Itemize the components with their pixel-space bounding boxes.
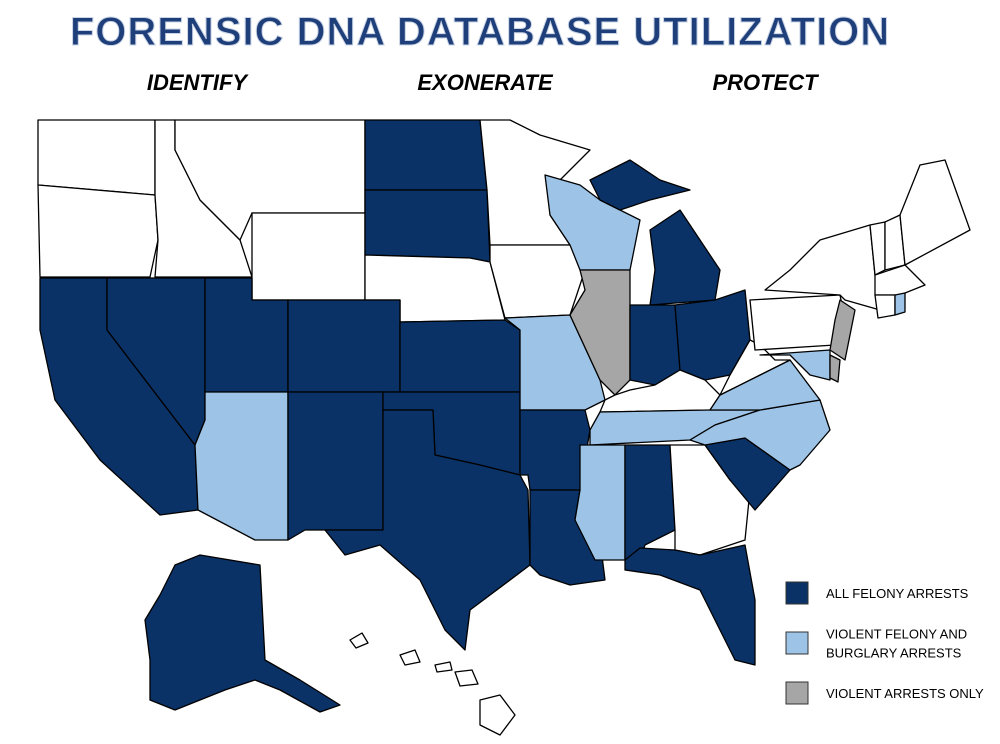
state xyxy=(489,244,586,319)
island xyxy=(479,694,516,736)
state xyxy=(251,212,366,301)
legend: ALL FELONY ARRESTS VIOLENT FELONY AND BURG… xyxy=(785,581,984,705)
state xyxy=(37,119,156,196)
state xyxy=(194,391,289,541)
state xyxy=(829,299,856,361)
state xyxy=(324,409,531,651)
legend-label: BURGLARY ARRESTS xyxy=(826,646,962,661)
state xyxy=(399,319,521,393)
us-map xyxy=(37,119,971,736)
legend-swatch xyxy=(785,681,809,705)
state xyxy=(874,264,926,296)
state xyxy=(894,292,906,316)
legend-swatch xyxy=(785,631,809,655)
legend-label: ALL FELONY ARRESTS xyxy=(826,586,969,601)
legend-label: VIOLENT ARRESTS ONLY xyxy=(826,686,984,701)
slogan-word: PROTECT xyxy=(712,70,819,95)
state xyxy=(364,119,488,191)
island xyxy=(454,669,479,687)
state xyxy=(899,159,971,266)
state xyxy=(629,304,681,386)
state xyxy=(569,269,631,396)
island xyxy=(349,632,369,649)
state xyxy=(719,339,791,396)
state xyxy=(624,444,676,561)
state xyxy=(287,391,384,541)
state xyxy=(364,189,491,263)
state xyxy=(874,294,896,319)
slogan-word: EXONERATE xyxy=(417,70,554,95)
state xyxy=(37,184,159,278)
state xyxy=(287,299,401,393)
state xyxy=(589,159,691,211)
title: FORENSIC DNA DATABASE UTILIZATION xyxy=(70,10,890,54)
state xyxy=(649,209,721,306)
state xyxy=(144,554,341,713)
island xyxy=(434,661,453,673)
state xyxy=(759,349,831,381)
state xyxy=(829,354,841,383)
legend-swatch xyxy=(785,581,809,605)
island xyxy=(399,649,421,666)
legend-label: VIOLENT FELONY AND xyxy=(826,627,967,642)
state xyxy=(624,544,756,666)
slogan-word: IDENTIFY xyxy=(147,70,250,95)
